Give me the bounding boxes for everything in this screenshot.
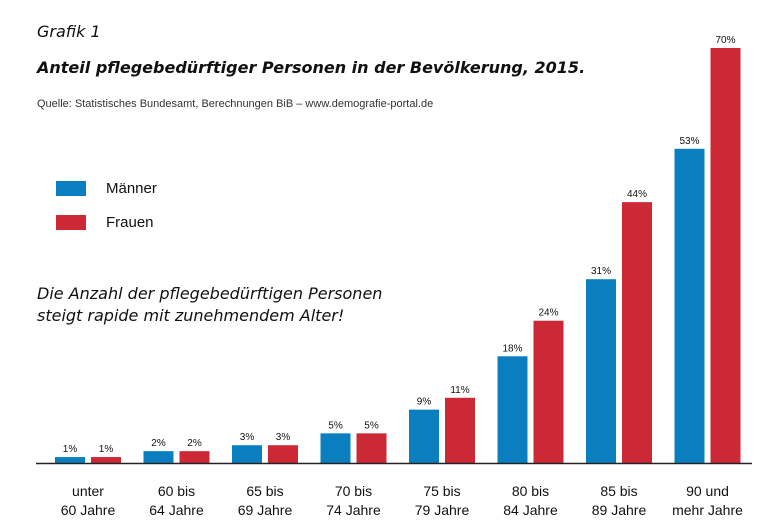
x-tick-label-6-1: 89 Jahre	[592, 502, 647, 518]
bar-men-7	[674, 148, 705, 464]
value-label-women-7: 70%	[715, 35, 735, 46]
legend-label-men: Männer	[106, 179, 157, 197]
x-tick-label-6-0: 85 bis	[600, 483, 637, 499]
x-tick-label-2-1: 69 Jahre	[238, 502, 293, 518]
figure-label: Grafik 1	[37, 22, 101, 41]
legend-label-women: Frauen	[106, 213, 154, 231]
bar-men-0	[55, 457, 85, 463]
value-label-women-3: 5%	[364, 420, 379, 431]
value-label-men-2: 3%	[240, 432, 255, 443]
legend-item-women: Frauen	[56, 213, 154, 231]
value-label-men-1: 2%	[151, 438, 166, 449]
bar-men-5	[497, 356, 528, 463]
x-tick-label-7-0: 90 und	[686, 483, 729, 499]
x-tick-label-1-0: 60 bis	[158, 483, 195, 499]
value-label-men-7: 53%	[679, 136, 699, 147]
x-tick-label-5-0: 80 bis	[512, 483, 549, 499]
bar-women-0	[91, 457, 121, 463]
value-label-women-1: 2%	[187, 438, 202, 449]
source-note: Quelle: Statistisches Bundesamt, Berechn…	[37, 98, 434, 110]
value-label-men-5: 18%	[502, 343, 522, 354]
x-tick-label-3-0: 70 bis	[335, 483, 372, 499]
x-tick-label-1-1: 64 Jahre	[149, 502, 204, 518]
x-tick-label-2-0: 65 bis	[246, 483, 283, 499]
value-label-women-5: 24%	[538, 308, 558, 319]
legend-swatch-women	[56, 214, 86, 230]
x-tick-label-5-1: 84 Jahre	[503, 502, 558, 518]
value-label-women-2: 3%	[276, 432, 291, 443]
bar-men-1	[143, 451, 174, 463]
bar-women-1	[179, 451, 210, 463]
value-label-men-0: 1%	[63, 444, 78, 455]
x-tick-label-4-0: 75 bis	[423, 483, 460, 499]
value-label-men-4: 9%	[417, 397, 432, 408]
bar-women-3	[356, 433, 387, 463]
bar-women-6	[622, 202, 652, 463]
legend-item-men: Männer	[56, 179, 157, 197]
bar-women-7	[710, 48, 741, 463]
bar-women-4	[445, 397, 475, 463]
bar-men-6	[586, 279, 616, 463]
bar-women-2	[268, 445, 298, 463]
chart-annotation: Die Anzahl der pflegebedürftigen Persone…	[37, 283, 417, 327]
value-label-women-0: 1%	[99, 444, 114, 455]
x-tick-label-3-1: 74 Jahre	[326, 502, 381, 518]
annotation-line-1: Die Anzahl der pflegebedürftigen Persone…	[37, 284, 383, 303]
x-tick-label-0-1: 60 Jahre	[61, 502, 116, 518]
annotation-line-2: steigt rapide mit zunehmendem Alter!	[37, 306, 345, 325]
bar-men-4	[409, 409, 439, 463]
x-tick-label-4-1: 79 Jahre	[415, 502, 470, 518]
value-label-men-6: 31%	[591, 266, 611, 277]
legend-swatch-men	[56, 180, 86, 196]
value-label-women-6: 44%	[627, 189, 647, 200]
bar-women-5	[533, 320, 564, 463]
value-label-women-4: 11%	[450, 385, 469, 396]
x-tick-label-0-0: unter	[72, 483, 104, 499]
bar-men-3	[320, 433, 351, 463]
value-label-men-3: 5%	[328, 420, 343, 431]
chart-title: Anteil pflegebedürftiger Personen in der…	[37, 58, 586, 77]
bar-men-2	[232, 445, 262, 463]
x-tick-label-7-1: mehr Jahre	[672, 502, 743, 518]
